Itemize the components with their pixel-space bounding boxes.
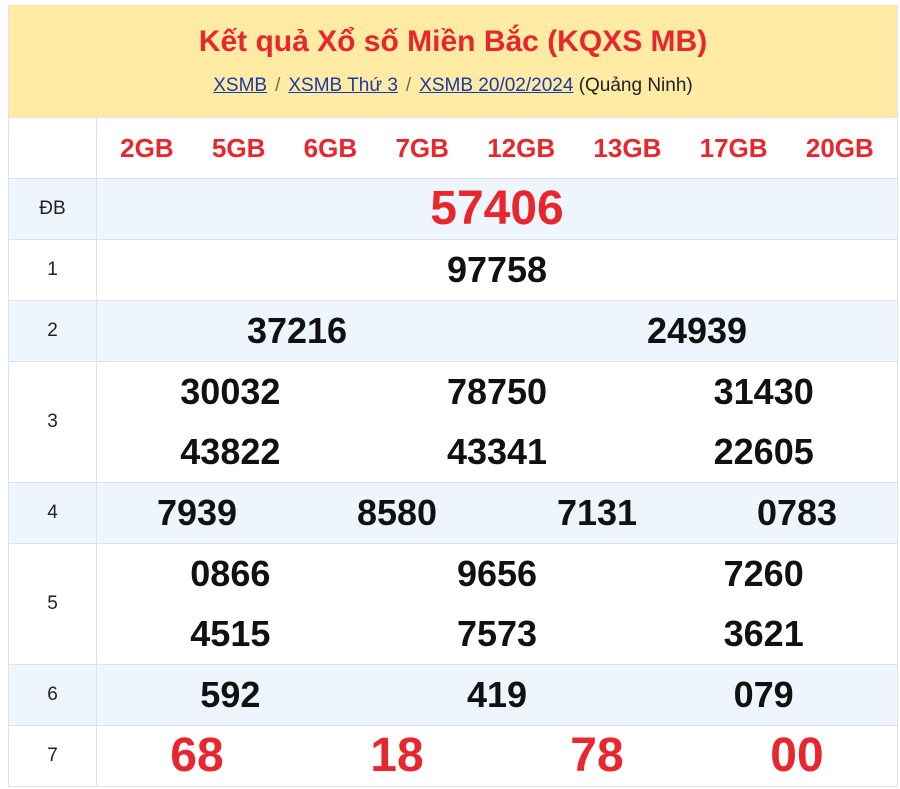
prize-row: 1 97758 <box>9 239 897 301</box>
prize-number: 78750 <box>446 371 548 412</box>
separator: / <box>275 75 281 96</box>
prize-number: 78 <box>570 729 624 782</box>
prize-label: 4 <box>9 482 97 544</box>
prize-number: 592 <box>200 674 261 715</box>
code-badge: 7GB <box>395 132 449 163</box>
prize-number: 31430 <box>713 371 814 412</box>
prize-number: 22605 <box>713 431 814 472</box>
header: Kết quả Xổ số Miền Bắc (KQXS MB) XSMB / XS… <box>9 5 897 117</box>
province: (Quảng Ninh) <box>578 75 693 96</box>
breadcrumb-xsmb-date[interactable]: XSMB 20/02/2024 <box>419 75 574 96</box>
prize-values: 30032 78750 31430 43822 43341 22605 <box>96 361 897 483</box>
prize-number: 079 <box>733 674 794 715</box>
breadcrumb: XSMB / XSMB Thứ 3 / XSMB 20/02/2024 (Quảng N… <box>9 75 897 97</box>
prize-number: 00 <box>770 729 824 782</box>
prize-number: 4515 <box>190 613 271 654</box>
number-line: 592 419 079 <box>97 665 897 725</box>
number-line: 4515 7573 3621 <box>97 604 897 664</box>
results-table: 2GB 5GB 6GB 7GB 12GB 13GB 17GB 20GB ĐB 57406 1 977… <box>9 117 897 786</box>
prize-number: 7573 <box>456 613 538 654</box>
prize-row: 4 7939 8580 7131 0783 <box>9 482 897 544</box>
prize-values: 7939 8580 7131 0783 <box>96 482 897 544</box>
prize-number: 97758 <box>446 249 548 290</box>
separator: / <box>405 75 412 96</box>
prize-number: 9656 <box>456 553 538 594</box>
prize-number: 43341 <box>446 431 548 472</box>
prize-number: 419 <box>466 674 528 715</box>
prize-number: 0783 <box>756 492 838 533</box>
prize-label: 7 <box>9 725 97 786</box>
prize-label: 6 <box>9 664 97 726</box>
prize-row: ĐB 57406 <box>9 178 897 240</box>
prize-row: 3 30032 78750 31430 43822 43341 22605 <box>9 361 897 483</box>
prize-number: 0866 <box>190 553 271 594</box>
prize-values: 68 18 78 00 <box>96 725 897 786</box>
codes-row: 2GB 5GB 6GB 7GB 12GB 13GB 17GB 20GB <box>9 117 897 179</box>
number-line: 30032 78750 31430 <box>97 362 897 422</box>
code-badge: 5GB <box>211 132 266 163</box>
results-panel: Kết quả Xổ số Miền Bắc (KQXS MB) XSMB / XS… <box>8 5 898 787</box>
prize-values: 0866 9656 7260 4515 7573 3621 <box>96 543 897 665</box>
prize-number: 30032 <box>180 371 281 412</box>
prize-row: 5 0866 9656 7260 4515 7573 3621 <box>9 543 897 665</box>
prize-row: 6 592 419 079 <box>9 664 897 726</box>
prize-number: 24939 <box>646 310 748 351</box>
prize-label: 5 <box>9 543 97 665</box>
prize-label: 1 <box>9 239 97 301</box>
prize-values: 97758 <box>96 239 897 301</box>
number-line: 97758 <box>97 240 897 300</box>
prize-number: 68 <box>170 729 224 782</box>
prize-number: 3621 <box>723 613 804 654</box>
breadcrumb-xsmb[interactable]: XSMB <box>213 75 268 96</box>
prize-number: 18 <box>370 729 424 782</box>
code-badge: 13GB <box>593 132 662 163</box>
number-line: 68 18 78 00 <box>97 726 897 786</box>
prize-number: 37216 <box>246 310 348 351</box>
breadcrumb-xsmb-thu-3[interactable]: XSMB Thứ 3 <box>288 75 398 96</box>
prize-number: 8580 <box>356 492 438 533</box>
prize-number: 7131 <box>556 492 638 533</box>
prize-values: 592 419 079 <box>96 664 897 726</box>
prize-number: 57406 <box>430 182 564 235</box>
prize-values: 37216 24939 <box>96 300 897 362</box>
prize-label: 2 <box>9 300 97 362</box>
prize-number: 7939 <box>156 492 238 533</box>
number-line: 43822 43341 22605 <box>97 422 897 482</box>
code-badge: 17GB <box>699 132 768 163</box>
code-badge: 6GB <box>303 132 358 163</box>
number-line: 7939 8580 7131 0783 <box>97 483 897 543</box>
page-title: Kết quả Xổ số Miền Bắc (KQXS MB) <box>198 25 708 58</box>
prize-number: 43822 <box>180 431 281 472</box>
prize-label: 3 <box>9 361 97 483</box>
prize-label: ĐB <box>9 178 97 240</box>
prize-number: 7260 <box>723 553 804 594</box>
prize-values: 57406 <box>96 178 897 240</box>
number-line: 57406 <box>97 179 897 239</box>
number-line: 0866 9656 7260 <box>97 544 897 604</box>
code-badge: 12GB <box>487 132 556 163</box>
prize-row: 7 68 18 78 00 <box>9 725 897 786</box>
code-badge: 20GB <box>805 132 874 163</box>
number-line: 37216 24939 <box>97 301 897 361</box>
prize-row: 2 37216 24939 <box>9 300 897 362</box>
code-badge: 2GB <box>120 132 174 163</box>
